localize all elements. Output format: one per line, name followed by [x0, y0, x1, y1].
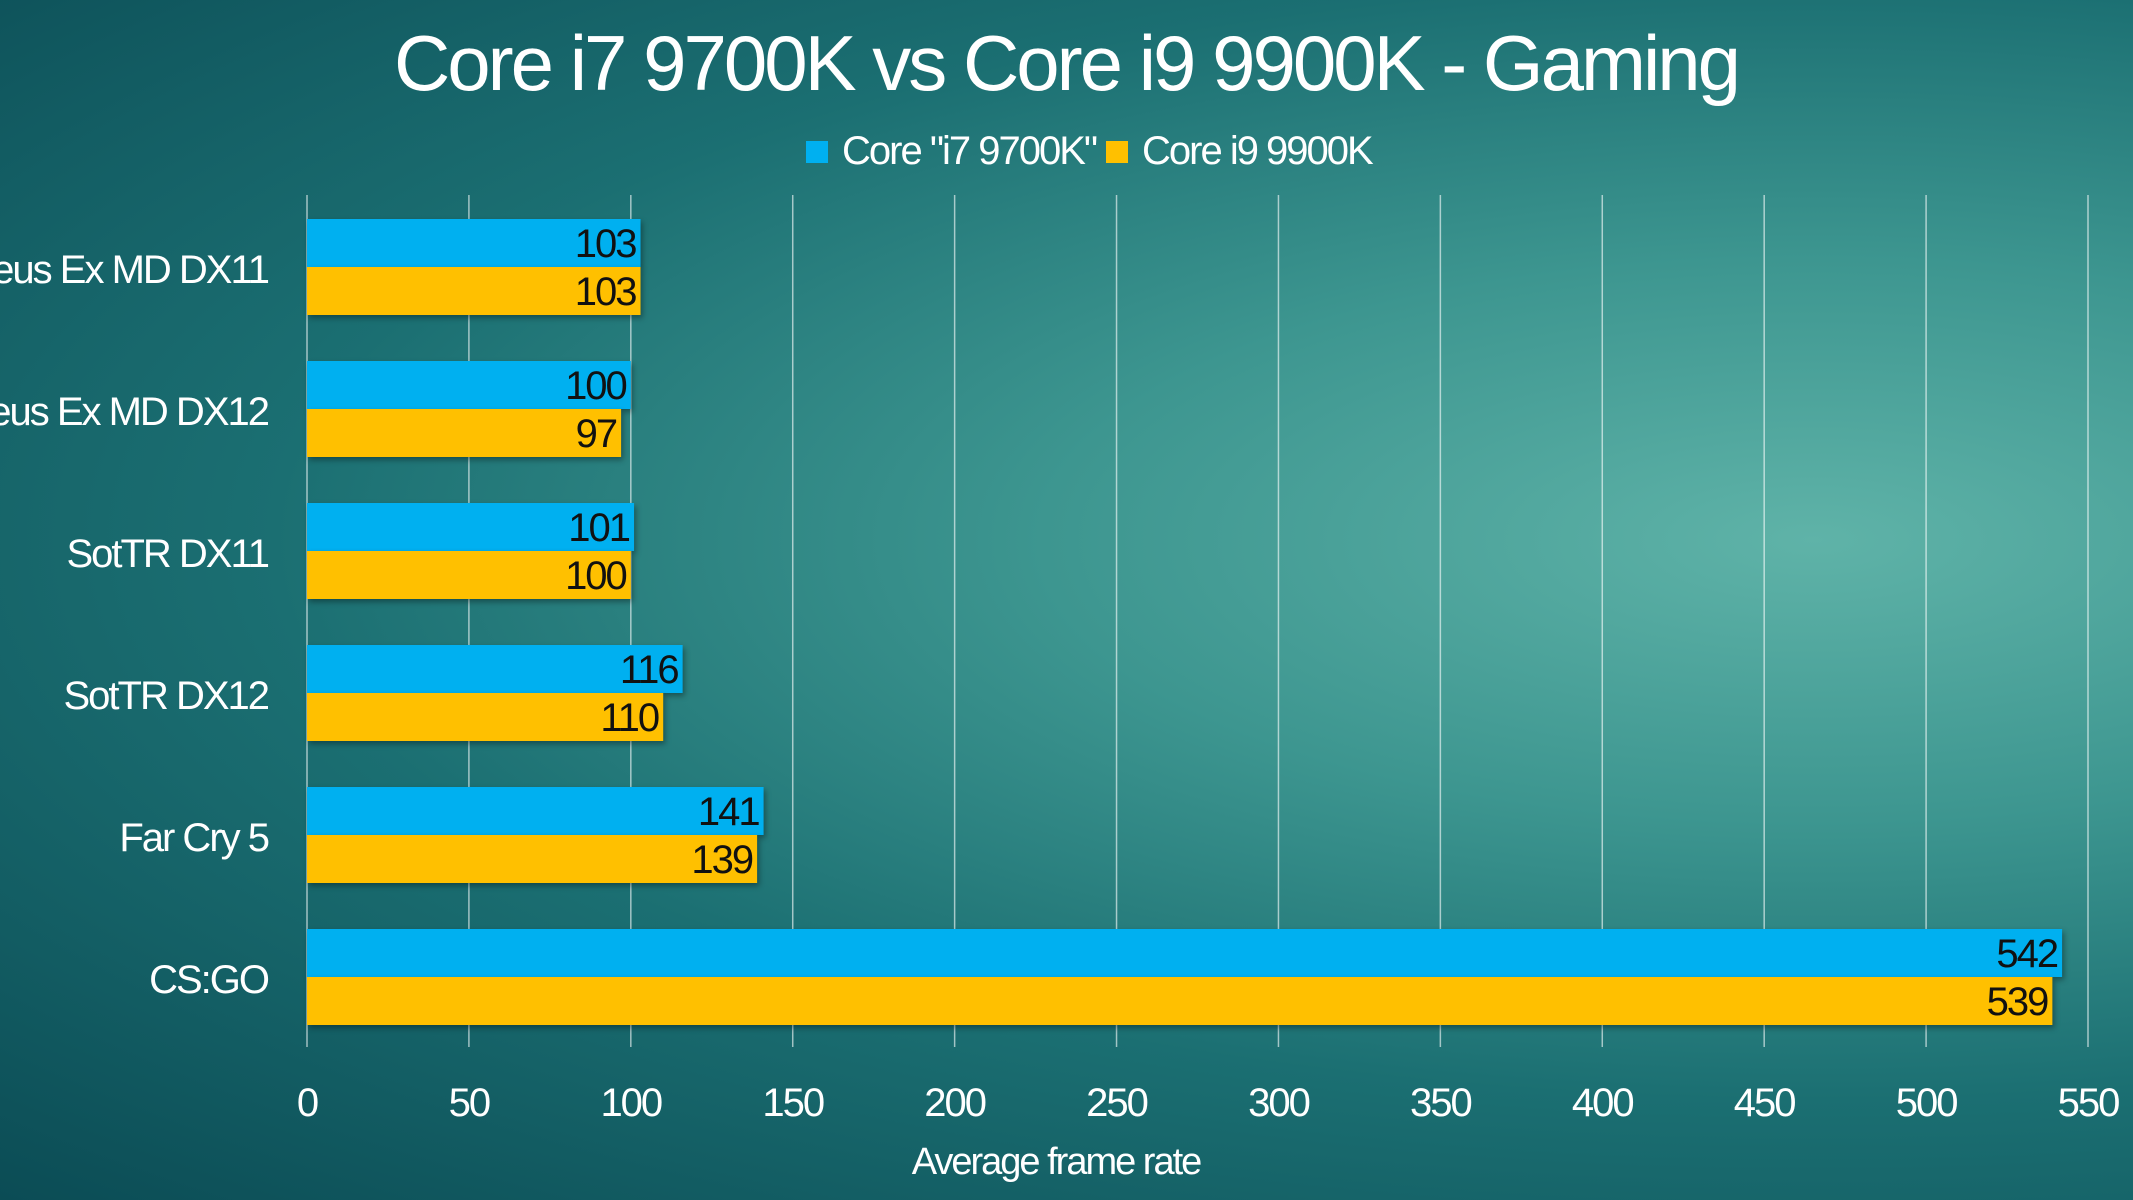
chart-title: Core i7 9700K vs Core i9 9900K - Gaming: [394, 19, 1738, 107]
category-label: Deus Ex MD DX12: [0, 390, 269, 434]
x-axis-label: Average frame rate: [912, 1141, 1201, 1183]
x-tick-label: 450: [1734, 1081, 1795, 1125]
data-label: 103: [575, 270, 636, 314]
legend-label: Core i9 9900K: [1142, 129, 1374, 173]
x-tick-label: 500: [1896, 1081, 1957, 1125]
data-label: 100: [565, 364, 626, 408]
bar: [307, 361, 631, 409]
data-label: 110: [600, 696, 659, 740]
x-tick-label: 250: [1086, 1081, 1147, 1125]
data-label: 542: [1996, 932, 2057, 976]
category-label: Deus Ex MD DX11: [0, 248, 269, 292]
x-tick-label: 0: [297, 1081, 318, 1125]
data-label: 139: [691, 838, 752, 882]
legend-swatch: [1106, 141, 1128, 163]
data-label: 539: [1987, 980, 2048, 1024]
bar: [307, 929, 2063, 977]
category-label: Far Cry 5: [119, 816, 268, 860]
x-tick-label: 100: [600, 1081, 661, 1125]
data-label: 141: [698, 790, 759, 834]
x-tick-label: 550: [2058, 1081, 2119, 1125]
bar: [307, 835, 758, 883]
x-tick-label: 50: [449, 1081, 490, 1125]
bar: [307, 503, 635, 551]
x-tick-label: 300: [1248, 1081, 1309, 1125]
category-label: CS:GO: [149, 958, 269, 1002]
x-tick-label: 400: [1572, 1081, 1633, 1125]
bar: [307, 977, 2053, 1025]
category-label: SotTR DX11: [66, 532, 268, 576]
bar: [307, 551, 631, 599]
legend-label: Core "i7 9700K": [842, 129, 1097, 173]
data-label: 116: [620, 648, 679, 692]
bar: [307, 645, 683, 693]
bar: [307, 219, 641, 267]
bar: [307, 693, 664, 741]
x-tick-label: 350: [1410, 1081, 1471, 1125]
bar: [307, 409, 622, 457]
category-label: SotTR DX12: [63, 674, 268, 718]
x-tick-label: 200: [924, 1081, 985, 1125]
legend-swatch: [806, 141, 828, 163]
bar: [307, 267, 641, 315]
bar: [307, 787, 764, 835]
data-label: 103: [575, 222, 636, 266]
x-tick-label: 150: [762, 1081, 823, 1125]
data-label: 101: [568, 506, 629, 550]
data-label: 100: [565, 554, 626, 598]
data-label: 97: [576, 412, 617, 456]
